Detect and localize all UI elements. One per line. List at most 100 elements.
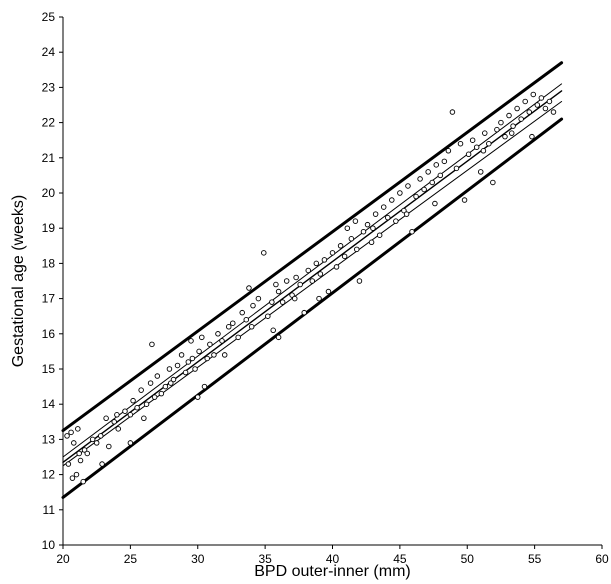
data-point xyxy=(103,415,109,422)
data-point xyxy=(196,348,202,355)
data-point xyxy=(273,281,279,288)
data-point xyxy=(518,116,524,122)
data-point xyxy=(401,207,407,214)
data-point xyxy=(201,383,208,390)
data-point xyxy=(115,426,121,432)
data-point xyxy=(114,412,120,418)
series-line-lower-outer xyxy=(61,117,564,499)
data-point xyxy=(449,109,456,115)
data-point xyxy=(141,415,147,422)
x-tick-label: 60 xyxy=(595,552,609,566)
y-tick-label: 21 xyxy=(42,151,56,165)
data-point xyxy=(341,253,348,260)
data-point xyxy=(297,281,303,288)
data-point xyxy=(68,429,74,436)
data-point xyxy=(199,334,205,341)
y-tick-label: 12 xyxy=(42,468,56,482)
data-point xyxy=(480,148,487,154)
data-point xyxy=(461,197,468,203)
data-point xyxy=(283,278,290,284)
data-point xyxy=(204,355,210,362)
data-point xyxy=(151,394,158,400)
data-point xyxy=(405,183,411,189)
y-tick-label: 17 xyxy=(42,292,56,306)
x-tick-label: 55 xyxy=(528,552,542,566)
data-point xyxy=(143,401,150,407)
data-point xyxy=(64,433,70,439)
data-point xyxy=(380,204,387,210)
data-point xyxy=(432,200,438,207)
data-point xyxy=(168,380,174,386)
data-point xyxy=(348,236,355,242)
data-point xyxy=(130,397,136,404)
data-point xyxy=(75,426,81,432)
data-point xyxy=(77,457,84,464)
data-point xyxy=(498,119,504,126)
data-point xyxy=(122,408,128,414)
data-point xyxy=(333,264,340,270)
data-point xyxy=(106,443,112,450)
data-point xyxy=(360,228,367,235)
y-tick-label: 11 xyxy=(43,503,56,517)
data-point xyxy=(538,95,545,101)
data-point xyxy=(279,299,286,305)
data-point xyxy=(337,243,344,249)
y-axis-title: Gestational age (weeks) xyxy=(10,195,27,368)
x-tick-label: 35 xyxy=(258,552,272,566)
x-tick-label: 50 xyxy=(461,552,475,566)
data-point xyxy=(514,105,520,112)
data-point xyxy=(162,383,169,390)
data-point xyxy=(192,366,198,372)
data-point xyxy=(482,130,488,136)
data-point xyxy=(111,419,117,425)
data-point xyxy=(149,341,155,348)
y-tick-label: 25 xyxy=(42,10,56,24)
data-point xyxy=(147,380,154,386)
data-point xyxy=(421,186,427,193)
data-point xyxy=(477,169,484,175)
data-point xyxy=(542,105,549,112)
data-point xyxy=(215,331,221,337)
data-point xyxy=(325,288,332,295)
y-tick-label: 19 xyxy=(42,221,56,235)
data-point xyxy=(465,151,472,158)
axes-layer xyxy=(62,17,602,546)
data-point xyxy=(235,334,241,341)
y-tick-label: 14 xyxy=(42,397,56,411)
data-point xyxy=(221,352,228,358)
data-point xyxy=(182,369,189,376)
data-point xyxy=(316,295,322,302)
data-point xyxy=(344,225,351,231)
x-tick-label: 20 xyxy=(56,552,70,566)
data-point xyxy=(292,295,298,302)
data-point xyxy=(393,218,399,224)
data-point xyxy=(313,260,320,267)
data-point xyxy=(73,471,80,478)
data-point xyxy=(522,98,528,105)
data-point xyxy=(352,218,359,224)
data-point xyxy=(397,190,403,196)
data-point xyxy=(368,239,375,246)
data-point xyxy=(309,278,316,284)
x-axis-title: BPD outer-inner (mm) xyxy=(254,563,410,580)
data-point xyxy=(546,98,553,105)
data-point xyxy=(275,288,282,295)
data-point xyxy=(178,352,185,358)
y-tick-label: 23 xyxy=(42,80,56,94)
data-point xyxy=(510,123,516,129)
data-point xyxy=(127,412,134,418)
data-point xyxy=(174,362,181,369)
data-point xyxy=(502,133,508,140)
data-point xyxy=(413,193,419,200)
data-point xyxy=(93,440,100,446)
data-point xyxy=(317,271,324,277)
data-point xyxy=(127,440,134,446)
data-point xyxy=(65,461,72,467)
data-point xyxy=(490,179,496,186)
data-point xyxy=(230,320,236,326)
data-point xyxy=(445,148,452,154)
data-point xyxy=(469,137,476,143)
data-point xyxy=(158,390,165,397)
x-tick-label: 25 xyxy=(124,552,138,566)
data-point xyxy=(211,352,217,358)
